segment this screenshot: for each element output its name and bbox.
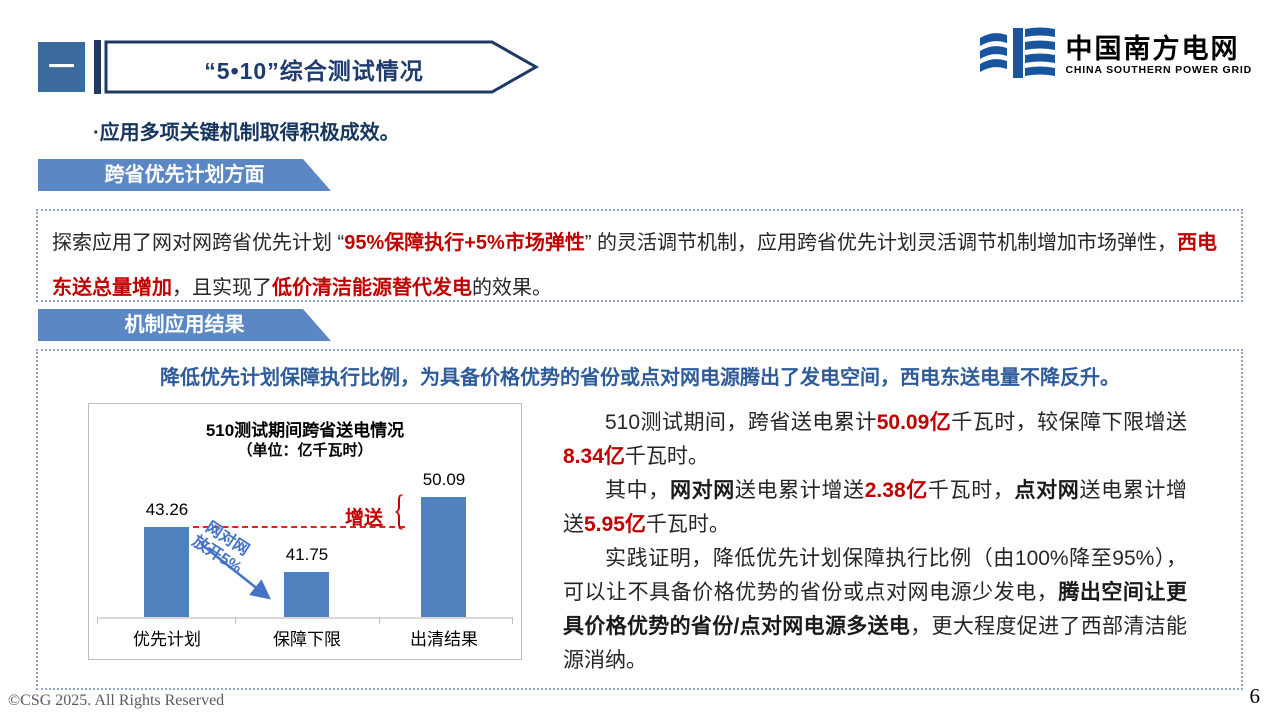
section-header-results: 机制应用结果	[38, 309, 331, 341]
title-banner-arrow	[104, 40, 540, 94]
category-label: 保障下限	[273, 630, 341, 649]
increase-annotation: 增送	[345, 508, 384, 529]
bar-value-label: 43.26	[145, 500, 189, 519]
csg-logo-icon	[979, 27, 1055, 78]
increase-brace: {	[393, 488, 406, 534]
bar-guarantee-floor	[284, 572, 329, 617]
results-text-column: 510测试期间，跨省送电累计50.09亿千瓦时，较保障下限增送8.34亿千瓦时。…	[563, 406, 1187, 678]
baseline-dashed-line	[193, 526, 405, 528]
axis-tick	[379, 617, 380, 624]
axis-tick	[97, 617, 98, 624]
chart-subtitle: （单位：亿千瓦时）	[237, 442, 373, 459]
category-label: 优先计划	[133, 630, 201, 649]
company-name-cn: 中国南方电网	[1065, 33, 1240, 64]
chart-title: 510测试期间跨省送电情况	[205, 421, 405, 440]
company-logo: 中国南方电网 CHINA SOUTHERN POWER GRID	[978, 26, 1252, 84]
section-index-badge: 一	[38, 42, 85, 92]
page-number: 6	[1249, 684, 1261, 708]
copyright-notice: ©CSG 2025. All Rights Reserved	[8, 692, 225, 709]
mechanism-arrow	[200, 543, 271, 600]
axis-tick	[512, 617, 513, 624]
key-point-bullet: ·应用多项关键机制取得积极成效。	[93, 122, 400, 144]
result-paragraph: 其中，网对网送电累计增送2.38亿千瓦时，点对网送电累计增送5.95亿千瓦时。	[563, 479, 1188, 536]
page-title: “5•10”综合测试情况	[204, 58, 424, 84]
bar-value-label: 41.75	[285, 545, 329, 564]
section-header-cross-province: 跨省优先计划方面	[38, 159, 331, 191]
bar-chart-panel: 510测试期间跨省送电情况 （单位：亿千瓦时） 43.26 41.75 50.0…	[88, 403, 522, 660]
category-label: 出清结果	[410, 630, 478, 649]
bar-priority-plan	[144, 527, 189, 617]
bar-value-label: 50.09	[422, 470, 466, 489]
section-index-glyph: 一	[48, 52, 75, 82]
company-name-en: CHINA SOUTHERN POWER GRID	[1065, 63, 1252, 76]
bar-clearing-result	[421, 497, 466, 617]
title-banner-pole	[94, 40, 101, 94]
mechanism-description-box: 探索应用了网对网跨省优先计划 “95%保障执行+5%市场弹性” 的灵活调节机制，…	[36, 209, 1243, 302]
result-paragraph: 实践证明，降低优先计划保障执行比例（由100%降至95%），可以让不具备价格优势…	[563, 547, 1188, 672]
mechanism-description-text: 探索应用了网对网跨省优先计划 “95%保障执行+5%市场弹性” 的灵活调节机制，…	[52, 232, 1218, 299]
results-headline: 降低优先计划保障执行比例，为具备价格优势的省份或点对网电源腾出了发电空间，西电东…	[160, 367, 1120, 389]
company-logo-text: 中国南方电网 CHINA SOUTHERN POWER GRID	[1066, 34, 1252, 77]
axis-tick	[235, 617, 236, 624]
result-paragraph: 510测试期间，跨省送电累计50.09亿千瓦时，较保障下限增送8.34亿千瓦时。	[563, 411, 1187, 468]
x-axis	[97, 617, 513, 619]
title-banner-shape	[104, 40, 540, 94]
